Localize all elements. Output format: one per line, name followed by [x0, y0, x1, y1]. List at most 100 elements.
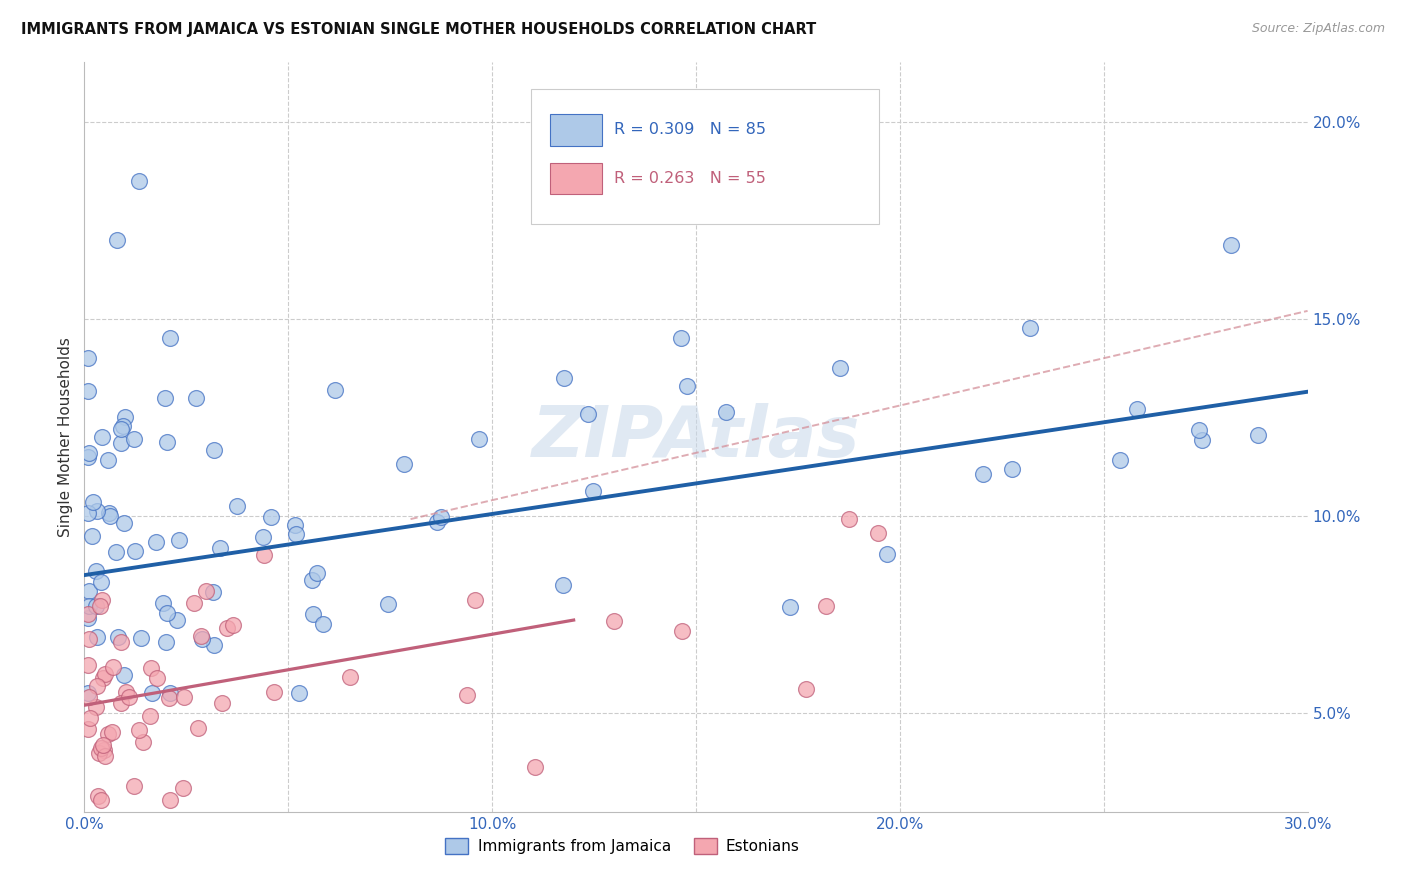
Point: [456, 688, 478, 702]
Point: [159, 331, 181, 345]
Point: [93, 749, 115, 764]
Point: [263, 685, 285, 699]
Point: [1188, 423, 1211, 437]
Point: [84, 599, 107, 614]
Point: [172, 781, 194, 796]
Point: [669, 331, 692, 345]
Point: [79, 446, 101, 460]
Point: [77, 384, 100, 399]
Point: [91, 672, 114, 686]
Point: [191, 632, 214, 647]
Point: [972, 467, 994, 481]
Point: [284, 527, 307, 541]
Text: R = 0.309   N = 85: R = 0.309 N = 85: [614, 122, 766, 137]
Point: [190, 629, 212, 643]
Point: [1125, 402, 1147, 417]
Point: [145, 672, 167, 686]
Point: [124, 433, 146, 447]
FancyBboxPatch shape: [550, 163, 602, 194]
Point: [101, 724, 124, 739]
Point: [1220, 237, 1243, 252]
Point: [110, 696, 132, 710]
Point: [153, 391, 176, 405]
Point: [139, 709, 162, 723]
Point: [111, 419, 134, 434]
Point: [77, 632, 100, 646]
Point: [98, 506, 121, 520]
Point: [194, 583, 217, 598]
Point: [226, 500, 249, 514]
Point: [671, 624, 693, 639]
Point: [209, 541, 232, 555]
Point: [91, 592, 114, 607]
FancyBboxPatch shape: [550, 114, 602, 145]
Text: IMMIGRANTS FROM JAMAICA VS ESTONIAN SINGLE MOTHER HOUSEHOLDS CORRELATION CHART: IMMIGRANTS FROM JAMAICA VS ESTONIAN SING…: [21, 22, 817, 37]
Point: [838, 511, 860, 525]
Point: [301, 573, 323, 587]
Point: [183, 596, 205, 610]
Point: [107, 630, 129, 644]
Point: [77, 607, 100, 622]
Point: [602, 614, 624, 628]
Point: [302, 607, 325, 622]
Point: [77, 351, 100, 366]
Point: [82, 494, 104, 508]
Point: [84, 700, 107, 714]
Point: [77, 599, 100, 614]
Point: [77, 723, 100, 737]
Point: [305, 566, 328, 580]
Point: [676, 378, 699, 392]
Point: [124, 543, 146, 558]
Point: [252, 530, 274, 544]
Point: [211, 696, 233, 710]
Point: [110, 635, 132, 649]
Point: [287, 686, 309, 700]
Point: [84, 564, 107, 578]
Point: [814, 599, 837, 613]
Point: [77, 506, 100, 520]
Point: [105, 544, 128, 558]
FancyBboxPatch shape: [531, 88, 880, 224]
Point: [110, 435, 132, 450]
Point: [122, 780, 145, 794]
Point: [115, 685, 138, 699]
Point: [77, 657, 100, 672]
Point: [114, 410, 136, 425]
Point: [551, 578, 574, 592]
Point: [80, 528, 103, 542]
Point: [97, 727, 120, 741]
Point: [128, 174, 150, 188]
Point: [77, 450, 100, 464]
Point: [167, 533, 190, 547]
Point: [714, 405, 737, 419]
Point: [90, 430, 112, 444]
Point: [156, 606, 179, 620]
Point: [77, 611, 100, 625]
Point: [86, 789, 108, 803]
Point: [202, 638, 225, 652]
Point: [582, 483, 605, 498]
Point: [159, 686, 181, 700]
Point: [90, 793, 112, 807]
Point: [93, 743, 115, 757]
Point: [779, 599, 801, 614]
Point: [98, 508, 121, 523]
Point: [91, 739, 114, 753]
Point: [89, 599, 111, 613]
Point: [94, 667, 117, 681]
Point: [112, 667, 135, 681]
Point: [1001, 462, 1024, 476]
Point: [202, 585, 225, 599]
Point: [868, 525, 890, 540]
Point: [794, 681, 817, 696]
Point: [77, 584, 100, 599]
Point: [828, 361, 851, 376]
Point: [96, 452, 118, 467]
Point: [79, 710, 101, 724]
Point: [323, 383, 346, 397]
Point: [187, 721, 209, 735]
Point: [186, 391, 208, 405]
Point: [156, 435, 179, 450]
Point: [132, 735, 155, 749]
Point: [141, 661, 163, 675]
